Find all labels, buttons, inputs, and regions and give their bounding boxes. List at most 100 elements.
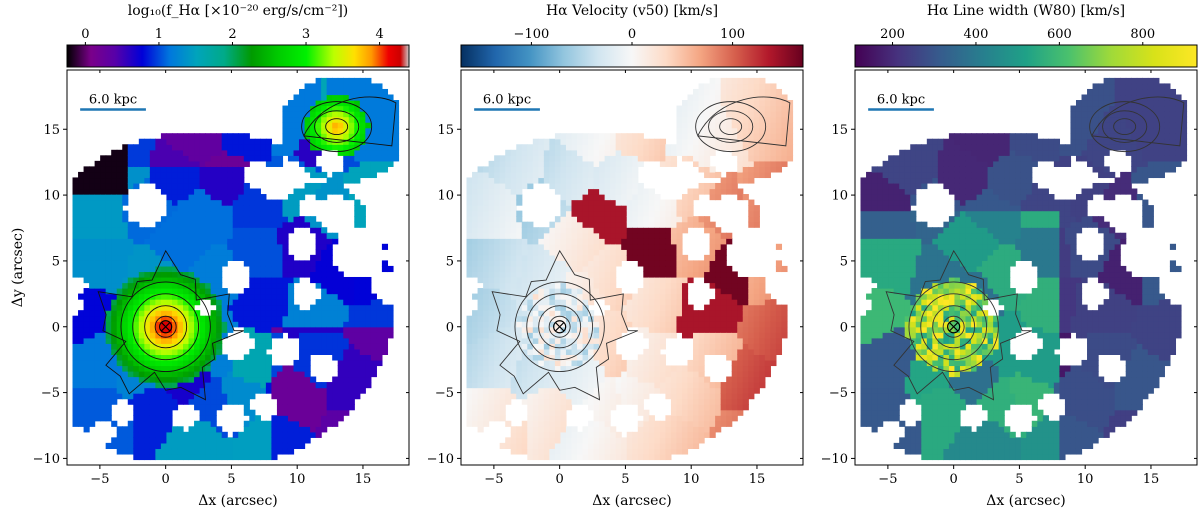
map-cell xyxy=(521,437,528,444)
map-cell xyxy=(549,293,556,300)
map-cell xyxy=(194,326,201,333)
map-cell xyxy=(588,249,595,256)
map-cell xyxy=(205,221,212,228)
map-cell xyxy=(532,398,539,405)
map-cell xyxy=(348,370,355,378)
map-cell xyxy=(171,404,179,411)
map-cell xyxy=(111,271,118,278)
map-cell xyxy=(560,398,567,405)
map-cell xyxy=(483,276,490,284)
map-cell xyxy=(565,194,573,201)
map-cell xyxy=(332,293,339,300)
map-cell xyxy=(632,387,639,394)
map-cell xyxy=(499,404,506,411)
map-cell xyxy=(670,370,678,378)
map-cell xyxy=(282,221,289,228)
map-cell xyxy=(687,260,694,267)
map-cell xyxy=(337,321,344,328)
map-cell xyxy=(304,321,311,328)
map-cell xyxy=(293,210,300,217)
map-cell xyxy=(205,238,212,245)
map-cell xyxy=(577,310,584,317)
map-cell xyxy=(709,243,716,250)
map-cell xyxy=(472,332,479,339)
map-cell xyxy=(670,299,678,306)
map-cell xyxy=(354,155,361,162)
map-cell xyxy=(205,149,212,156)
contour-companion xyxy=(325,118,349,135)
map-cell xyxy=(582,337,589,344)
map-cell xyxy=(359,370,366,378)
map-cell xyxy=(532,144,539,151)
map-cell xyxy=(626,160,633,167)
map-cell xyxy=(348,387,355,394)
map-cell xyxy=(332,171,339,179)
map-cell xyxy=(681,293,689,300)
map-cell xyxy=(615,205,622,212)
map-cell xyxy=(205,260,212,267)
map-cell xyxy=(648,155,655,162)
map-cell xyxy=(116,393,123,400)
map-cell xyxy=(599,332,606,339)
map-cell xyxy=(221,299,228,306)
map-cell xyxy=(271,448,278,455)
map-cell xyxy=(194,276,201,284)
map-cell xyxy=(670,442,678,450)
map-cell xyxy=(599,370,606,378)
map-cell xyxy=(521,282,528,289)
flux-contours xyxy=(97,96,397,401)
map-cell xyxy=(527,232,534,239)
map-cell xyxy=(221,227,228,234)
map-cell xyxy=(643,149,650,156)
map-cell xyxy=(521,315,528,322)
map-cell xyxy=(199,409,206,416)
map-cell xyxy=(381,315,389,322)
map-cell xyxy=(571,216,578,223)
map-cell xyxy=(243,387,250,394)
map-cell xyxy=(499,343,506,350)
map-cell xyxy=(610,210,617,217)
map-cell xyxy=(232,221,239,228)
map-cell xyxy=(138,409,145,416)
map-cell xyxy=(637,160,644,167)
map-cell xyxy=(326,116,333,123)
map-cell xyxy=(276,304,284,311)
map-cell xyxy=(648,431,655,438)
map-cell xyxy=(94,254,101,261)
map-cell xyxy=(188,210,195,217)
map-cell xyxy=(138,265,145,273)
map-cell xyxy=(216,205,223,212)
map-cell xyxy=(199,177,206,184)
map-cell xyxy=(265,160,273,167)
map-cell xyxy=(155,293,162,300)
map-cell xyxy=(571,398,578,405)
map-cell xyxy=(348,398,355,405)
map-cell xyxy=(83,188,90,195)
map-cell xyxy=(210,243,217,250)
map-cell xyxy=(122,299,129,306)
map-cell xyxy=(216,382,223,389)
map-cell xyxy=(704,166,711,173)
map-cell xyxy=(571,348,578,355)
map-cell xyxy=(610,310,617,317)
map-cell xyxy=(532,243,539,250)
map-cell xyxy=(621,293,628,300)
map-cell xyxy=(133,426,140,433)
map-cell xyxy=(348,304,355,311)
map-cell xyxy=(89,232,96,239)
map-cell xyxy=(604,354,611,361)
map-cell xyxy=(232,160,239,167)
map-cell xyxy=(588,288,595,295)
map-cell xyxy=(199,205,206,212)
map-cell xyxy=(138,171,145,179)
map-cell xyxy=(111,387,118,394)
map-cell xyxy=(183,133,190,140)
map-cell xyxy=(232,382,239,389)
map-cell xyxy=(615,249,622,256)
map-cell xyxy=(332,348,339,355)
map-cell xyxy=(315,393,322,400)
map-cell xyxy=(477,171,484,179)
map-cell xyxy=(637,188,644,195)
map-cell xyxy=(466,315,473,322)
map-cell xyxy=(483,194,490,201)
